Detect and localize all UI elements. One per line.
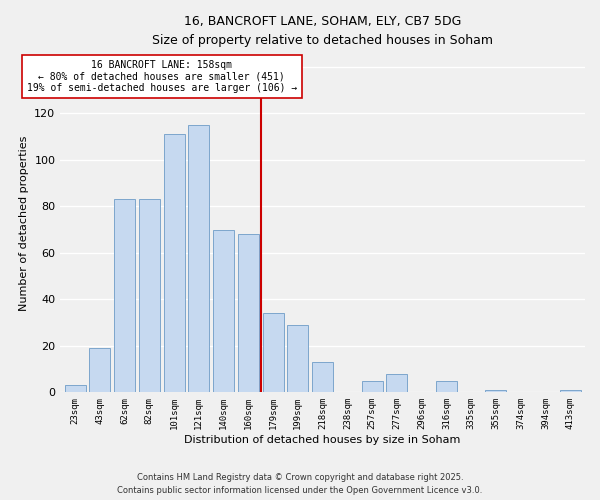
Bar xyxy=(114,200,135,392)
Bar xyxy=(312,362,333,392)
X-axis label: Distribution of detached houses by size in Soham: Distribution of detached houses by size … xyxy=(184,435,461,445)
Bar xyxy=(485,390,506,392)
Bar xyxy=(89,348,110,393)
Y-axis label: Number of detached properties: Number of detached properties xyxy=(19,136,29,312)
Bar xyxy=(560,390,581,392)
Bar xyxy=(238,234,259,392)
Bar xyxy=(362,380,383,392)
Bar xyxy=(164,134,185,392)
Bar xyxy=(263,314,284,392)
Bar xyxy=(188,125,209,392)
Text: Contains HM Land Registry data © Crown copyright and database right 2025.
Contai: Contains HM Land Registry data © Crown c… xyxy=(118,474,482,495)
Title: 16, BANCROFT LANE, SOHAM, ELY, CB7 5DG
Size of property relative to detached hou: 16, BANCROFT LANE, SOHAM, ELY, CB7 5DG S… xyxy=(152,15,493,47)
Text: 16 BANCROFT LANE: 158sqm
← 80% of detached houses are smaller (451)
19% of semi-: 16 BANCROFT LANE: 158sqm ← 80% of detach… xyxy=(26,60,297,93)
Bar xyxy=(436,380,457,392)
Bar xyxy=(139,200,160,392)
Bar xyxy=(287,325,308,392)
Bar xyxy=(213,230,234,392)
Bar xyxy=(65,386,86,392)
Bar xyxy=(386,374,407,392)
